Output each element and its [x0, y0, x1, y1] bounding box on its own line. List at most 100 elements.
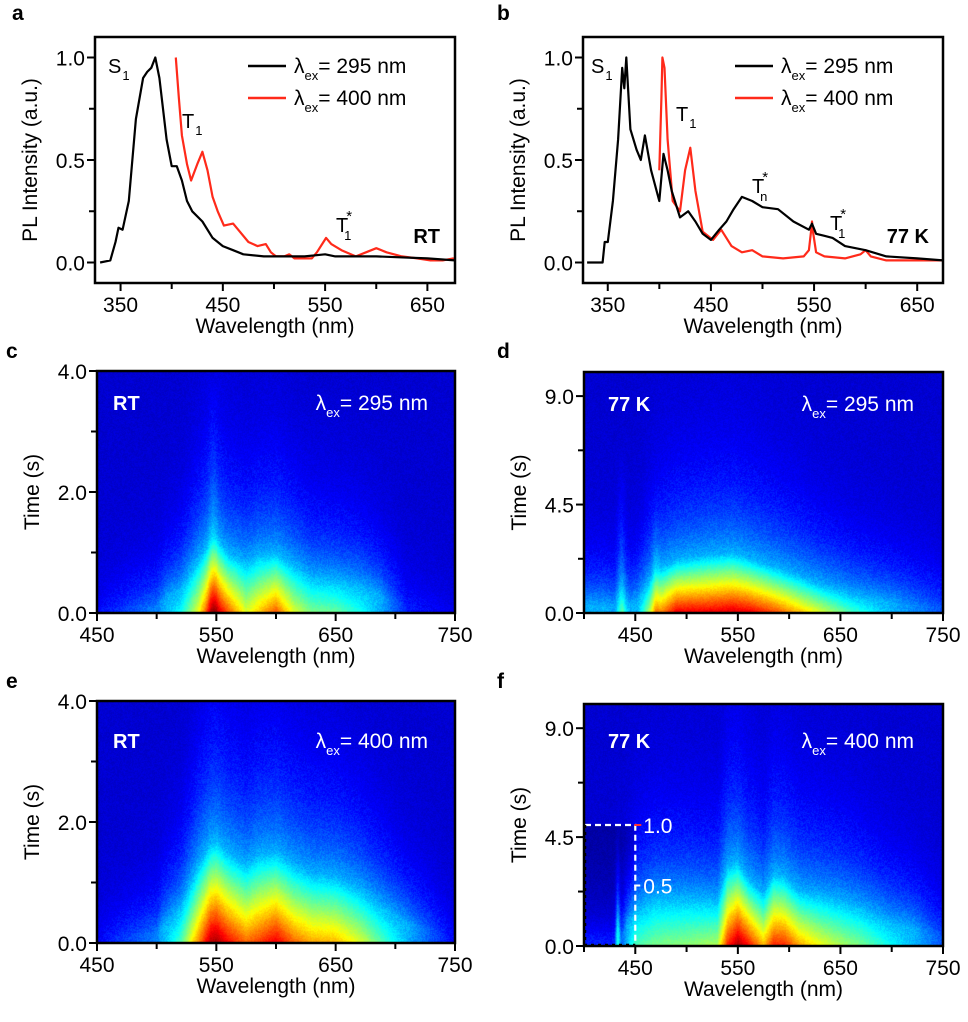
legend-symbol: λ — [294, 87, 305, 110]
x-axis-label: Wavelength (nm) — [683, 315, 842, 338]
x-tick-label: 750 — [437, 624, 472, 647]
annotation-base: T — [182, 111, 194, 133]
x-tick-label: 550 — [720, 957, 755, 980]
y-tick-label: 1.0 — [56, 48, 85, 71]
excitation-label: λex= 400 nm — [316, 730, 428, 758]
excitation-text: = 400 nm — [340, 730, 428, 753]
peak-annotation: T* 1 — [830, 206, 846, 241]
y-tick-label: 4.0 — [58, 691, 87, 714]
excitation-label: λex= 295 nm — [802, 393, 914, 421]
y-tick-label: 4.5 — [545, 827, 574, 850]
x-tick-label: 550 — [720, 624, 755, 647]
x-axis-label: Wavelength (nm) — [684, 645, 843, 668]
annotation-superscript: * — [840, 206, 846, 223]
excitation-subscript: ex — [812, 406, 826, 421]
x-axis-label: Wavelength (nm) — [196, 645, 355, 668]
y-tick-label: 9.0 — [545, 718, 574, 741]
panel-letter: a — [12, 2, 24, 25]
x-tick-label: 350 — [103, 294, 138, 317]
legend-subscript: ex — [792, 68, 806, 83]
panel-letter: b — [497, 2, 510, 25]
x-axis-label: Wavelength (nm) — [684, 978, 843, 1001]
x-tick-label: 450 — [693, 294, 728, 317]
excitation-label: λex= 400 nm — [802, 730, 914, 758]
y-tick-label: 0.0 — [58, 603, 87, 626]
y-axis-label: PL Intensity (a.u.) — [19, 78, 42, 242]
y-axis-label: Time (s) — [508, 454, 531, 530]
y-tick-label: 0.0 — [58, 933, 87, 956]
legend-text: = 295 nm — [318, 55, 406, 78]
y-tick-label: 1.0 — [544, 48, 573, 71]
plot-frame — [582, 702, 945, 948]
x-tick-label: 450 — [79, 954, 114, 977]
legend-subscript: ex — [305, 68, 319, 83]
x-axis-label: Wavelength (nm) — [196, 975, 355, 998]
y-tick-label: 0.5 — [544, 150, 573, 173]
heatmap-image-e — [97, 701, 455, 943]
legend-symbol: λ — [781, 87, 792, 110]
x-tick-label: 650 — [900, 294, 935, 317]
legend-entry: λex= 295 nm — [248, 55, 406, 83]
panel-letter: e — [6, 670, 18, 693]
x-axis-label: Wavelength (nm) — [195, 315, 354, 338]
panel-f: 77 K λex= 400 nm 1.0 0.5 450 550 650 750 0.0 4.5 9… — [497, 670, 961, 1001]
x-tick-label: 550 — [199, 954, 234, 977]
excitation-subscript: ex — [326, 743, 340, 758]
peak-annotation: S1 — [591, 56, 613, 83]
x-tick-label: 650 — [823, 624, 858, 647]
annotation-superscript: * — [762, 169, 768, 186]
x-tick-label: 650 — [410, 294, 445, 317]
peak-annotation: T* 1 — [336, 208, 352, 243]
x-tick-label: 750 — [925, 957, 960, 980]
condition-label: RT — [113, 731, 140, 753]
legend-text: = 295 nm — [805, 55, 893, 78]
series-line-400nm — [658, 56, 943, 262]
x-tick-label: 450 — [205, 294, 240, 317]
y-tick-label: 2.0 — [58, 482, 87, 505]
condition-label: 77 K — [887, 226, 930, 248]
excitation-subscript: ex — [812, 743, 826, 758]
x-tick-label: 750 — [925, 624, 960, 647]
excitation-label: λex= 295 nm — [316, 392, 428, 420]
annotation-base: S — [591, 56, 604, 78]
excitation-text: = 400 nm — [826, 730, 914, 753]
y-axis-label: Time (s) — [508, 787, 531, 863]
y-axis-label: Time (s) — [21, 784, 44, 860]
plot-frame — [582, 370, 945, 615]
legend-label: λex= 295 nm — [781, 55, 893, 83]
peak-annotation: T1 — [182, 111, 202, 138]
y-tick-label: 9.0 — [545, 386, 574, 409]
y-tick-label: 0.0 — [544, 253, 573, 276]
y-tick-label: 4.5 — [545, 495, 574, 518]
peak-annotation: T* n — [752, 169, 768, 204]
excitation-symbol: λ — [316, 730, 327, 753]
annotation-base: T — [336, 215, 348, 237]
legend-entry: λex= 295 nm — [735, 55, 893, 83]
annotation-subscript: 1 — [344, 228, 351, 243]
y-tick-label: 0.0 — [545, 603, 574, 626]
legend-subscript: ex — [305, 100, 319, 115]
x-tick-label: 450 — [79, 624, 114, 647]
inset-border — [585, 823, 637, 945]
peak-annotation: T1 — [676, 104, 696, 131]
excitation-symbol: λ — [802, 730, 813, 753]
panel-c: RT λex= 295 nm 450 550 650 750 0.0 2.0 4.0 Wavele… — [6, 340, 473, 668]
panel-letter: d — [497, 340, 510, 363]
heatmap-image-f — [584, 704, 943, 946]
y-tick-label: 2.0 — [58, 812, 87, 835]
y-tick-label: 0.0 — [56, 253, 85, 276]
legend-label: λex= 400 nm — [294, 87, 406, 115]
legend-symbol: λ — [294, 55, 305, 78]
legend-subscript: ex — [792, 100, 806, 115]
annotation-subscript: 1 — [195, 123, 202, 138]
x-tick-label: 650 — [318, 954, 353, 977]
x-tick-label: 450 — [618, 624, 653, 647]
condition-label: RT — [113, 393, 140, 415]
heatmap-image-d — [584, 372, 943, 613]
legend-symbol: λ — [781, 55, 792, 78]
legend-label: λex= 295 nm — [294, 55, 406, 83]
excitation-text: = 295 nm — [340, 392, 428, 415]
